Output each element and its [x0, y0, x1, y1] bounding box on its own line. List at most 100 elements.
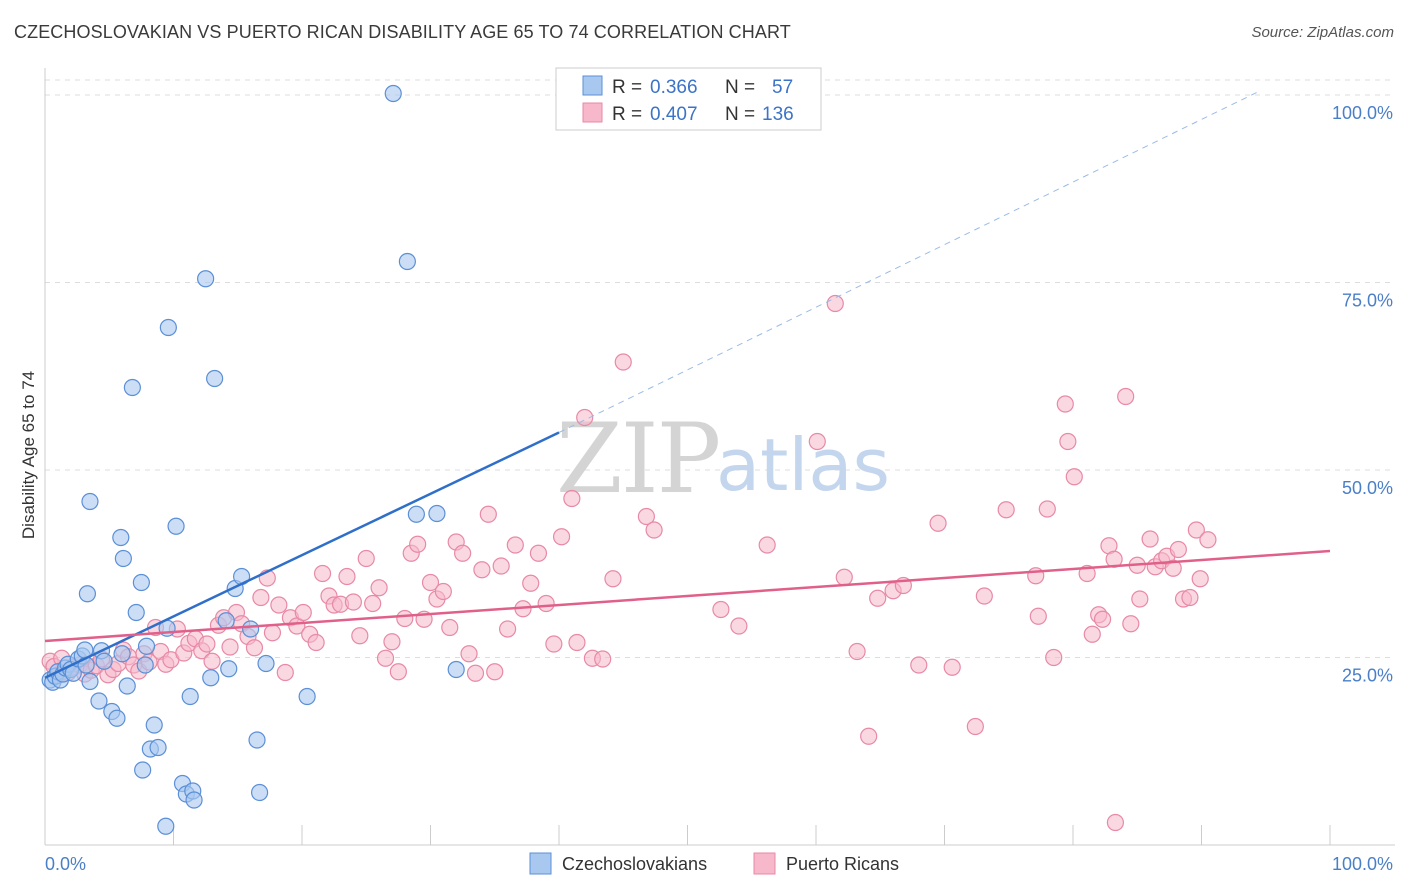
puerto-rican-point-106 — [929, 514, 947, 532]
puerto-rican-point-125 — [1122, 615, 1140, 633]
puerto-rican-point-68 — [441, 618, 459, 637]
czechoslovakian-point-46 — [206, 369, 224, 388]
puerto-rican-point-52 — [338, 567, 356, 586]
puerto-rican-point-75 — [486, 663, 504, 681]
czechoslovakian-point-30 — [132, 573, 150, 592]
puerto-rican-point-132 — [1164, 559, 1182, 577]
puerto-rican-point-93 — [645, 521, 663, 539]
legend-n-label-2: N = — [725, 104, 755, 125]
puerto-rican-point-82 — [537, 594, 555, 613]
czechoslovakian-point-15 — [81, 492, 99, 511]
puerto-rican-point-72 — [466, 664, 485, 682]
puerto-rican-point-45 — [294, 603, 312, 622]
puerto-rican-point-63 — [409, 535, 427, 553]
puerto-rican-point-133 — [1169, 540, 1187, 559]
czechoslovakian-point-29 — [123, 378, 141, 397]
puerto-rican-point-65 — [421, 573, 440, 592]
puerto-rican-point-115 — [1056, 395, 1074, 413]
puerto-rican-point-73 — [473, 561, 491, 579]
puerto-rican-point-110 — [997, 501, 1015, 519]
legend-swatch-pink — [582, 102, 603, 123]
series-legend: Czechoslovakians Puerto Ricans — [529, 852, 899, 875]
puerto-rican-point-78 — [506, 536, 524, 554]
czechoslovakian-point-22 — [113, 645, 131, 663]
czechoslovakian-trend-extension — [558, 90, 1260, 433]
czechoslovakian-point-59 — [428, 504, 446, 523]
czechoslovakian-point-43 — [185, 791, 203, 809]
y-axis-title: Disability Age 65 to 74 — [19, 371, 38, 539]
czechoslovakian-point-45 — [202, 669, 220, 687]
puerto-rican-point-108 — [966, 717, 984, 736]
puerto-rican-point-48 — [313, 564, 332, 583]
czechoslovakian-point-56 — [384, 84, 402, 103]
czechoslovakian-point-19 — [90, 692, 108, 710]
puerto-rican-point-38 — [252, 588, 270, 607]
czechoslovakian-point-25 — [134, 761, 152, 779]
trend-lines — [44, 90, 1331, 679]
puerto-rican-point-30 — [203, 652, 221, 670]
legend-swatch-blue — [582, 75, 603, 96]
puerto-rican-point-113 — [1038, 500, 1056, 518]
puerto-rican-point-90 — [604, 570, 622, 588]
stats-legend: R = 0.366 N = 57 R = 0.407 N = 136 — [555, 67, 822, 131]
czechoslovakian-point-44 — [197, 270, 215, 288]
czechoslovakian-point-52 — [248, 731, 266, 749]
source-label: Source: ZipAtlas.com — [1251, 24, 1394, 41]
puerto-rican-point-135 — [1181, 588, 1199, 607]
legend-r-value-1: 0.366 — [650, 77, 698, 98]
puerto-rican-point-91 — [614, 353, 632, 371]
x-tick-label-min: 0.0% — [45, 854, 86, 874]
puerto-rican-trend-line — [44, 549, 1331, 643]
puerto-rican-point-71 — [460, 645, 478, 663]
puerto-rican-point-99 — [808, 432, 826, 451]
puerto-rican-point-139 — [1106, 813, 1125, 832]
puerto-rican-point-101 — [860, 727, 878, 745]
czechoslovakian-point-47 — [217, 612, 235, 630]
puerto-rican-point-57 — [370, 579, 388, 597]
puerto-rican-point-117 — [1065, 468, 1083, 486]
puerto-rican-point-102 — [869, 589, 887, 607]
puerto-rican-point-33 — [221, 638, 239, 656]
y-tick-label-2: 75.0% — [1342, 291, 1393, 311]
puerto-rican-point-47 — [307, 633, 325, 652]
puerto-rican-point-92 — [637, 507, 655, 526]
legend-r-label-1: R = — [612, 77, 642, 98]
puerto-rican-point-58 — [376, 649, 395, 667]
czechoslovakian-point-54 — [257, 654, 275, 673]
puerto-rican-point-81 — [529, 544, 548, 562]
czechoslovakian-point-28 — [114, 549, 132, 568]
puerto-rican-point-127 — [1131, 590, 1149, 608]
puerto-rican-point-114 — [1045, 648, 1063, 667]
czechoslovakian-point-34 — [149, 738, 167, 757]
puerto-rican-point-124 — [1117, 387, 1135, 406]
puerto-rican-point-136 — [1187, 521, 1205, 539]
czechoslovakian-point-60 — [447, 660, 465, 679]
czechoslovakian-point-18 — [95, 652, 113, 670]
puerto-rican-point-96 — [758, 536, 776, 554]
puerto-rican-point-37 — [245, 639, 264, 657]
puerto-rican-point-76 — [492, 557, 510, 575]
legend-n-label-1: N = — [725, 77, 755, 98]
puerto-rican-point-40 — [263, 624, 282, 642]
puerto-rican-point-41 — [270, 596, 288, 614]
czechoslovakian-point-38 — [167, 517, 185, 535]
puerto-rican-point-80 — [522, 574, 540, 592]
czechoslovakian-point-48 — [220, 660, 238, 678]
puerto-rican-point-121 — [1093, 610, 1112, 628]
puerto-rican-point-95 — [730, 617, 748, 635]
puerto-rican-point-107 — [943, 658, 961, 676]
watermark: ZIP atlas — [556, 403, 890, 515]
y-tick-label-1: 50.0% — [1342, 478, 1393, 498]
puerto-rican-point-83 — [545, 635, 563, 653]
puerto-rican-point-70 — [454, 544, 472, 562]
czechoslovakian-trend-line — [44, 431, 560, 679]
puerto-rican-point-42 — [276, 663, 294, 682]
legend-n-value-1: 57 — [772, 77, 793, 98]
puerto-rican-point-138 — [1199, 531, 1217, 549]
czechoslovakian-point-36 — [159, 318, 177, 337]
czechoslovakian-point-53 — [250, 783, 269, 802]
puerto-rican-point-128 — [1141, 530, 1159, 548]
czechoslovakian-point-14 — [78, 585, 97, 603]
bottom-legend-czechoslovakians: Czechoslovakians — [562, 854, 707, 874]
puerto-rican-point-74 — [479, 505, 497, 523]
